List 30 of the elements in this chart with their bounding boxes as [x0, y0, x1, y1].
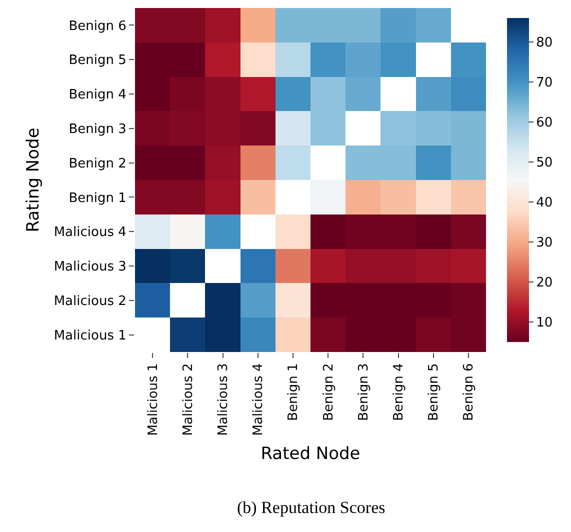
y-tick-label: Benign 3: [68, 122, 126, 137]
x-axis-title: Rated Node: [260, 444, 360, 464]
x-tick-label: Benign 2: [321, 363, 336, 421]
text: (b) Reputation Scores: [237, 498, 386, 517]
color-bar-label: 80: [536, 36, 553, 51]
x-tick-label: Benign 1: [286, 363, 302, 421]
color-bar-label: 10: [536, 316, 553, 331]
x-tick-label: Malicious 2: [180, 363, 196, 436]
y-axis-title: Rating Node: [23, 128, 44, 232]
color-bar-label: 20: [536, 276, 553, 291]
y-tick-label: Benign 4: [68, 88, 126, 103]
y-tick-label: Benign 1: [68, 190, 126, 206]
color-bar-label: 40: [536, 196, 553, 211]
x-tick-label: Malicious 4: [251, 363, 266, 436]
y-tick-label: Benign 2: [68, 156, 126, 172]
x-tick-label: Benign 5: [426, 363, 442, 421]
y-tick-label: Malicious 1: [54, 328, 126, 344]
color-bar-label: 30: [536, 236, 553, 251]
color-bar-label: 50: [536, 156, 553, 171]
x-tick-label: Benign 4: [391, 363, 406, 421]
y-tick-label: Malicious 2: [54, 294, 126, 309]
x-tick-label: Malicious 3: [216, 363, 231, 436]
y-tick-label: Benign 6: [68, 18, 126, 34]
y-tick-label: Benign 5: [68, 53, 126, 68]
x-tick-label: Benign 3: [356, 363, 372, 421]
color-bar-label: 60: [536, 116, 553, 131]
y-tick-label: Malicious 4: [54, 225, 126, 240]
color-bar-label: 70: [536, 76, 553, 91]
x-tick-label: Benign 6: [462, 363, 477, 421]
y-tick-label: Malicious 3: [54, 260, 126, 275]
